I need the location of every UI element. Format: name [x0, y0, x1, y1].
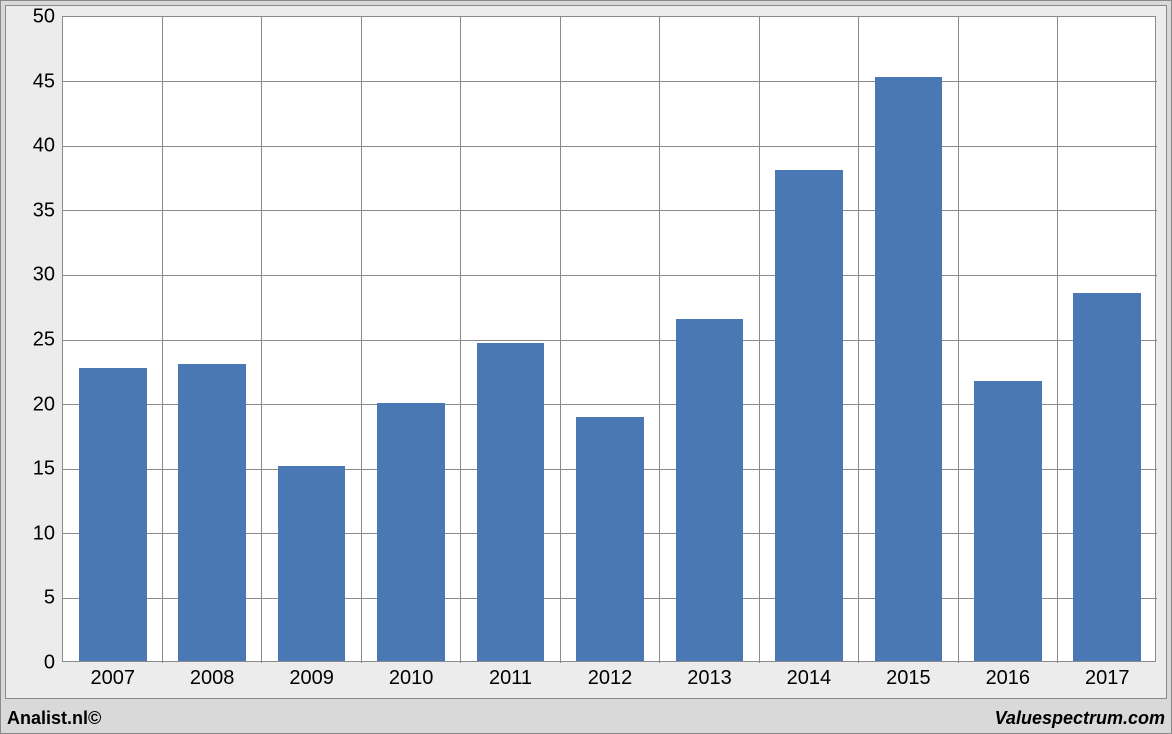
x-axis-tick-label: 2009 [289, 667, 334, 690]
gridline-vertical [659, 17, 660, 663]
x-axis-tick-label: 2012 [588, 667, 633, 690]
bar [1073, 293, 1141, 661]
gridline-horizontal [63, 340, 1157, 341]
y-axis-tick-label: 15 [33, 458, 55, 481]
x-axis-tick-label: 2013 [687, 667, 732, 690]
x-axis-tick-label: 2011 [489, 667, 532, 690]
y-axis-tick-label: 25 [33, 329, 55, 352]
gridline-vertical [361, 17, 362, 663]
bar [477, 343, 545, 661]
bar [377, 403, 445, 661]
bar [974, 381, 1042, 661]
plot-area: 0510152025303540455020072008200920102011… [62, 16, 1156, 662]
chart-inner-frame: 0 5 10 15 20 25 30 35 40 45 50 2007 2008 2009 2010 2011… [5, 5, 1167, 699]
gridline-horizontal [63, 275, 1157, 276]
x-axis-tick-label: 2015 [886, 667, 931, 690]
gridline-vertical [858, 17, 859, 663]
x-axis-tick-label: 2014 [787, 667, 832, 690]
gridline-vertical [162, 17, 163, 663]
y-axis-tick-label: 40 [33, 135, 55, 158]
bar [278, 466, 346, 661]
bar [178, 364, 246, 661]
bar [676, 319, 744, 661]
footer-left-credit: Analist.nl© [7, 708, 101, 729]
gridline-vertical [958, 17, 959, 663]
y-axis-tick-label: 10 [33, 522, 55, 545]
y-axis-tick-label: 5 [44, 587, 55, 610]
gridline-vertical [1057, 17, 1058, 663]
y-axis-tick-label: 0 [44, 652, 55, 675]
y-axis-tick-label: 45 [33, 70, 55, 93]
bar [79, 368, 147, 661]
gridline-vertical [560, 17, 561, 663]
gridline-horizontal [63, 210, 1157, 211]
x-axis-tick-label: 2010 [389, 667, 434, 690]
y-axis-tick-label: 35 [33, 199, 55, 222]
y-axis-tick-label: 20 [33, 393, 55, 416]
bar [775, 170, 843, 661]
chart-outer-frame: 0 5 10 15 20 25 30 35 40 45 50 2007 2008 2009 2010 2011… [0, 0, 1172, 734]
gridline-vertical [759, 17, 760, 663]
bar [875, 77, 943, 661]
footer-right-credit: Valuespectrum.com [995, 708, 1165, 729]
gridline-horizontal [63, 81, 1157, 82]
x-axis-tick-label: 2017 [1085, 667, 1130, 690]
gridline-vertical [261, 17, 262, 663]
gridline-vertical [460, 17, 461, 663]
gridline-horizontal [63, 146, 1157, 147]
x-axis-tick-label: 2007 [90, 667, 135, 690]
x-axis-tick-label: 2008 [190, 667, 235, 690]
bar [576, 417, 644, 661]
y-axis-tick-label: 30 [33, 264, 55, 287]
y-axis-tick-label: 50 [33, 6, 55, 29]
x-axis-tick-label: 2016 [986, 667, 1031, 690]
